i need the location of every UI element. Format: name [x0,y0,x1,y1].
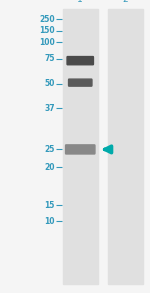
Text: 150: 150 [39,26,55,35]
Text: 50: 50 [44,79,55,88]
FancyBboxPatch shape [66,145,95,154]
Text: 2: 2 [122,0,128,4]
FancyBboxPatch shape [69,79,92,86]
Text: 75: 75 [44,54,55,63]
Text: 100: 100 [39,38,55,47]
Text: 37: 37 [44,104,55,113]
Text: 15: 15 [44,201,55,209]
Text: 25: 25 [44,145,55,154]
FancyBboxPatch shape [67,57,93,65]
Text: 1: 1 [77,0,83,4]
Text: 10: 10 [44,217,55,226]
Text: 20: 20 [44,163,55,171]
Bar [108,9,142,284]
Text: 250: 250 [39,15,55,23]
Bar [63,9,98,284]
